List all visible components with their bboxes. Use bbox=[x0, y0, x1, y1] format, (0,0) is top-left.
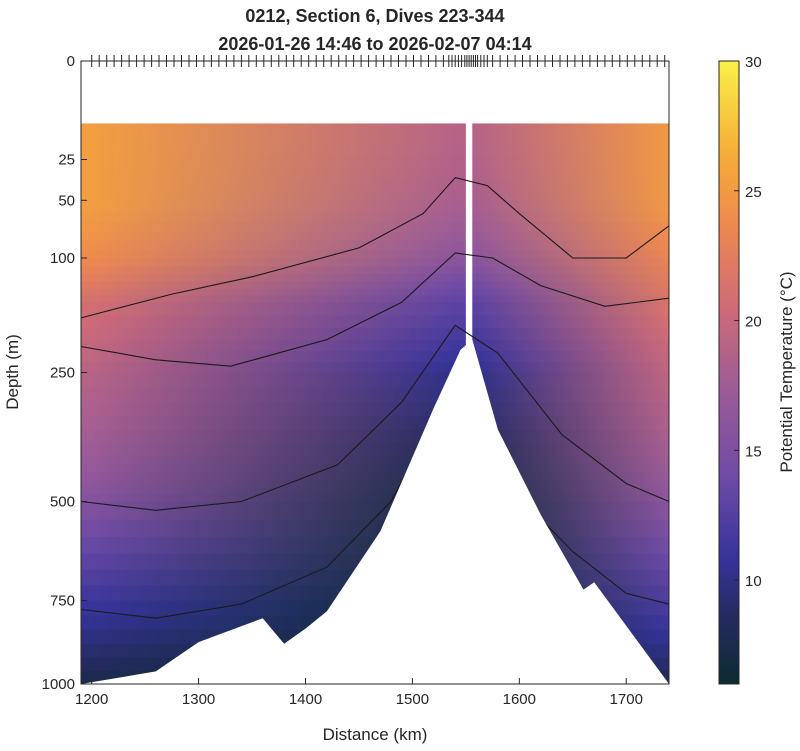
colorbar-tick-label: 20 bbox=[745, 314, 762, 331]
colorbar-label: Potential Temperature (°C) bbox=[777, 271, 796, 472]
y-axis-label: Depth (m) bbox=[3, 334, 22, 410]
y-tick-label: 25 bbox=[58, 152, 75, 169]
contour-4 bbox=[81, 401, 445, 619]
x-tick-label: 1500 bbox=[396, 691, 429, 708]
temperature-band bbox=[81, 416, 669, 431]
temperature-band bbox=[81, 249, 669, 259]
colorbar: 10 15 20 25 30 Potential Temperature (°C) bbox=[718, 54, 796, 685]
y-tick-label: 100 bbox=[50, 250, 75, 267]
contour-1 bbox=[81, 176, 669, 319]
temperature-band bbox=[81, 221, 669, 233]
x-tick-label: 1700 bbox=[610, 691, 643, 708]
x-tick-label: 1400 bbox=[289, 691, 322, 708]
temperature-band bbox=[81, 471, 669, 480]
colorbar-ticks: 10 15 20 25 30 bbox=[734, 54, 762, 590]
temperature-band bbox=[81, 339, 669, 352]
x-tick-label: 1600 bbox=[503, 691, 536, 708]
temperature-band bbox=[81, 266, 669, 275]
temperature-band bbox=[81, 463, 669, 472]
temperature-band bbox=[81, 315, 669, 329]
y-tick-label: 750 bbox=[50, 593, 75, 610]
contour-2 bbox=[81, 252, 669, 367]
temperature-band bbox=[81, 156, 669, 170]
x-tick-label: 1200 bbox=[75, 691, 108, 708]
y-tick-label: 1000 bbox=[42, 676, 75, 693]
temperature-band bbox=[81, 211, 669, 223]
temperature-band bbox=[81, 123, 669, 143]
temperature-band bbox=[81, 302, 669, 317]
temperature-band bbox=[81, 200, 669, 213]
temperature-band bbox=[81, 295, 669, 304]
y-tick-label: 500 bbox=[50, 494, 75, 511]
temperature-band bbox=[81, 180, 669, 192]
y-tick-label: 0 bbox=[67, 53, 75, 70]
temperature-band bbox=[81, 455, 669, 464]
colorbar-tick-label: 10 bbox=[745, 573, 762, 590]
x-tick-label: 1300 bbox=[182, 691, 215, 708]
colorbar-tick-label: 25 bbox=[745, 184, 762, 201]
temperature-band bbox=[81, 168, 669, 182]
seafloor-area bbox=[81, 339, 669, 684]
temperature-band bbox=[81, 372, 669, 389]
x-axis-label: Distance (km) bbox=[323, 725, 428, 744]
temperature-band bbox=[81, 486, 669, 495]
temperature-band bbox=[81, 442, 669, 456]
temperature-band bbox=[81, 281, 669, 290]
temperature-band bbox=[81, 519, 669, 538]
chart-title: 0212, Section 6, Dives 223-344 bbox=[245, 6, 504, 26]
y-tick-label: 50 bbox=[58, 192, 75, 209]
temperature-band bbox=[81, 327, 669, 341]
y-axis: 0 25 50 100 250 500 750 1000 bbox=[42, 53, 87, 693]
temperature-band bbox=[81, 273, 669, 283]
temperature-band bbox=[81, 350, 669, 363]
plot-area: 1200 1300 1400 1500 1600 1700 0 25 50 100 250 500 7… bbox=[42, 53, 670, 708]
temperature-band bbox=[81, 141, 669, 157]
colorbar-tick-label: 30 bbox=[745, 54, 762, 71]
temperature-band bbox=[81, 288, 669, 297]
temperature-band bbox=[81, 240, 669, 251]
temperature-band bbox=[81, 258, 669, 267]
temperature-band bbox=[81, 494, 669, 503]
x-axis: 1200 1300 1400 1500 1600 1700 bbox=[75, 678, 643, 708]
colorbar-gradient bbox=[718, 60, 740, 685]
temperature-band bbox=[81, 478, 669, 488]
temperature-band bbox=[81, 190, 669, 202]
contour-3 bbox=[81, 324, 669, 511]
colorbar-tick-label: 15 bbox=[745, 443, 762, 460]
temperature-band bbox=[81, 402, 669, 417]
surface-blank bbox=[81, 61, 669, 124]
chart-subtitle: 2026-01-26 14:46 to 2026-02-07 04:14 bbox=[218, 34, 531, 54]
y-tick-label: 250 bbox=[50, 365, 75, 382]
seafloor-mask bbox=[81, 61, 669, 684]
temperature-band bbox=[81, 231, 669, 242]
temperature-band bbox=[81, 361, 669, 374]
temperature-band bbox=[81, 387, 669, 404]
temperature-band bbox=[81, 429, 669, 444]
